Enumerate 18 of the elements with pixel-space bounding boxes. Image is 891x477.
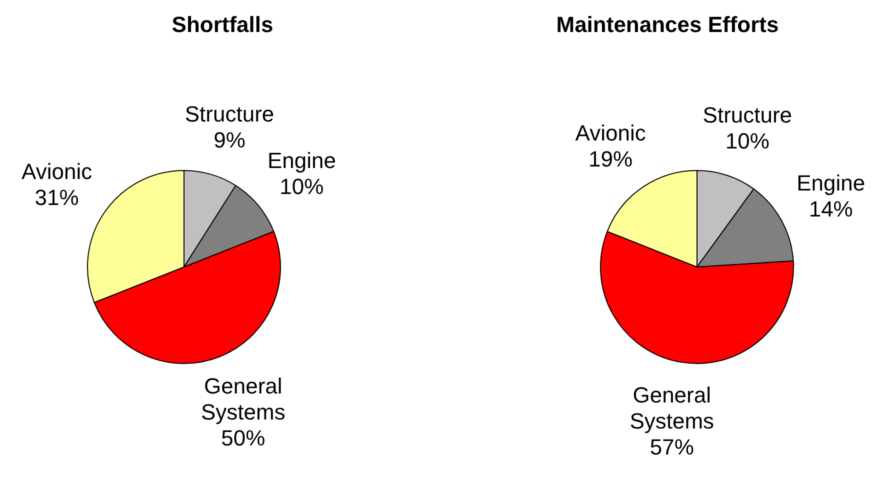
chart-title: Maintenances Efforts <box>555 11 780 39</box>
slice-label: Engine <box>267 148 336 173</box>
slice-label: Structure <box>702 102 792 128</box>
data-label: 31% <box>34 184 79 210</box>
data-label: 57% <box>650 434 694 460</box>
data-label: 10% <box>280 174 324 199</box>
slice-label: General Systems <box>630 382 714 434</box>
data-label: 50% <box>221 426 266 450</box>
slice-label: Engine <box>796 170 866 196</box>
chart-title: Shortfalls <box>170 11 274 39</box>
slice-label: General Systems <box>200 374 286 424</box>
data-label: 19% <box>588 146 633 172</box>
data-label: 9% <box>214 127 246 152</box>
slice-label: Structure <box>184 101 274 126</box>
data-label: 10% <box>725 128 770 154</box>
slice-label: Avionic <box>22 158 92 184</box>
slice-label: Avionic <box>575 120 646 146</box>
data-label: 14% <box>808 196 853 222</box>
